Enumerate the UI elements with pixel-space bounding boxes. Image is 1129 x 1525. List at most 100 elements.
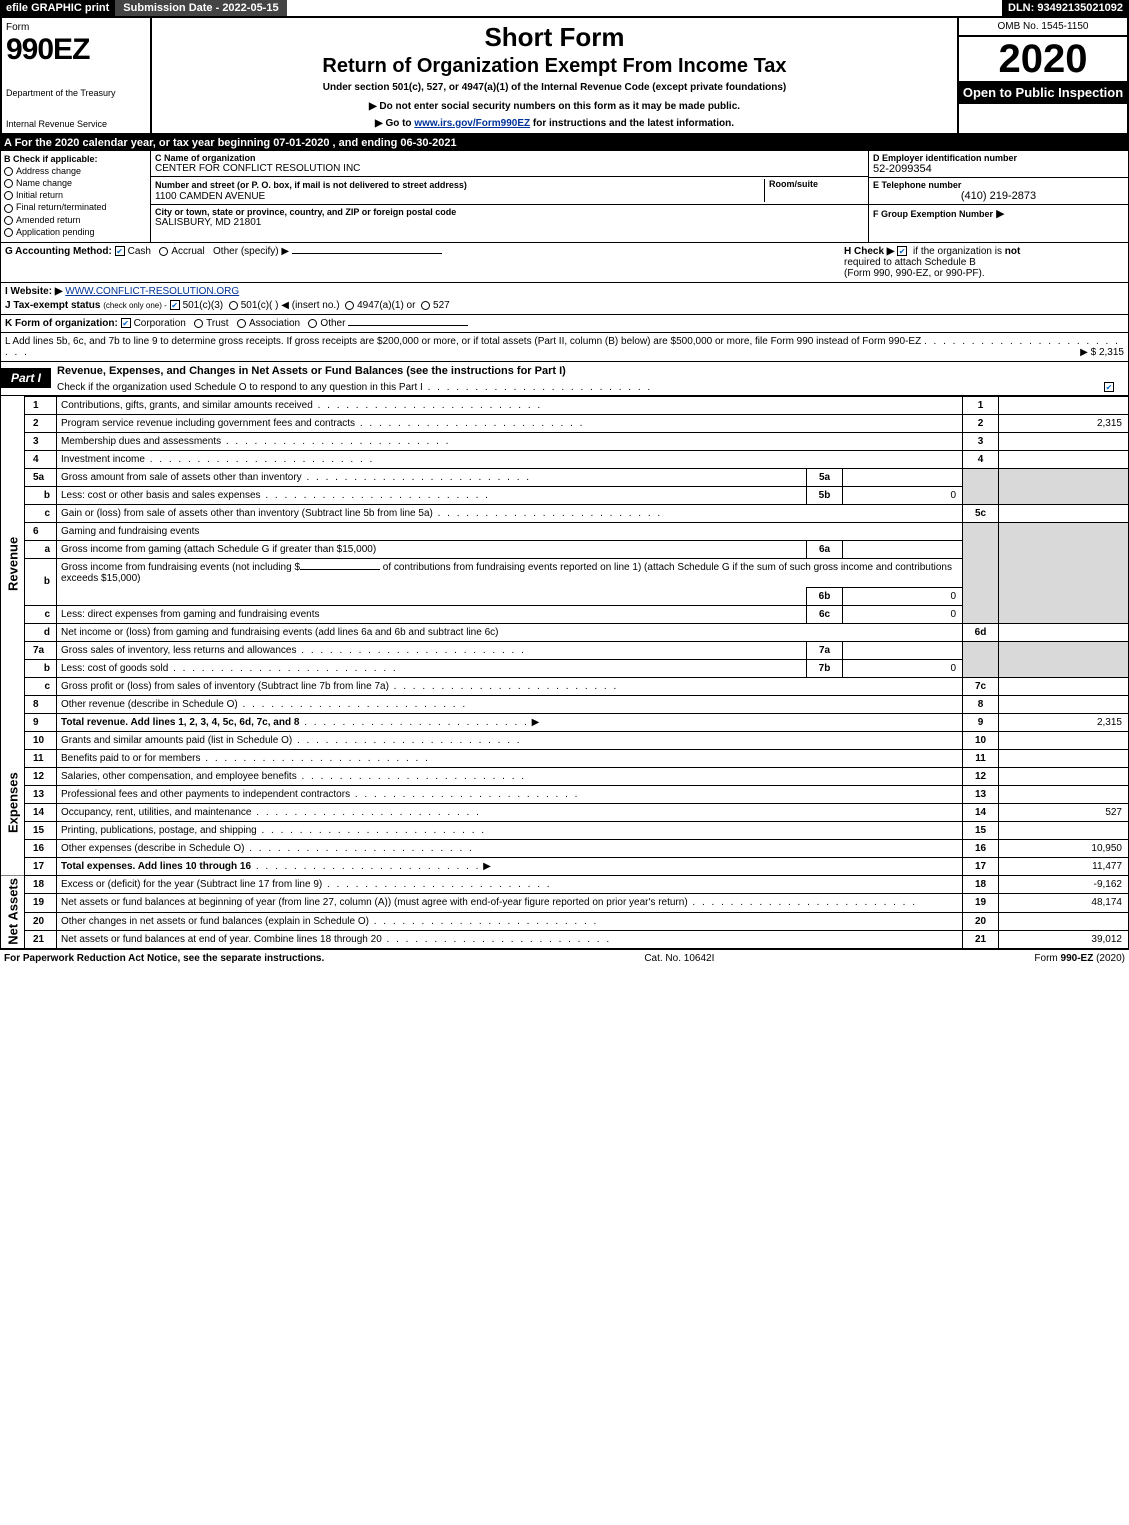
line-5a-desc: Gross amount from sale of assets other t…	[57, 468, 807, 486]
chk-association[interactable]	[237, 319, 246, 328]
line-6-shade	[963, 522, 999, 623]
street-label: Number and street (or P. O. box, if mail…	[155, 180, 467, 190]
line-6b-desc2	[57, 587, 807, 605]
line-7b-desc: Less: cost of goods sold	[57, 659, 807, 677]
line-6c-inner-num: 6c	[807, 605, 843, 623]
line-10-amt	[999, 731, 1129, 749]
chk-schedule-o[interactable]	[1104, 382, 1114, 392]
goto-link[interactable]: www.irs.gov/Form990EZ	[414, 118, 530, 129]
line-6c-desc: Less: direct expenses from gaming and fu…	[57, 605, 807, 623]
chk-final-return[interactable]: Final return/terminated	[4, 202, 147, 212]
line-10-desc: Grants and similar amounts paid (list in…	[57, 731, 963, 749]
room-label: Room/suite	[769, 179, 864, 189]
chk-4947[interactable]	[345, 301, 354, 310]
chk-initial-return[interactable]: Initial return	[4, 190, 147, 200]
line-3-amt	[999, 432, 1129, 450]
line-13-box: 13	[963, 785, 999, 803]
chk-application-pending[interactable]: Application pending	[4, 227, 147, 237]
return-title: Return of Organization Exempt From Incom…	[160, 55, 949, 78]
box-def: D Employer identification number 52-2099…	[868, 151, 1128, 242]
page-footer: For Paperwork Reduction Act Notice, see …	[0, 949, 1129, 967]
line-5a-inner-amt	[843, 468, 963, 486]
box-h-label: H Check ▶	[844, 246, 894, 257]
line-4-box: 4	[963, 450, 999, 468]
line-7b-inner-num: 7b	[807, 659, 843, 677]
lines-table: Revenue 1 Contributions, gifts, grants, …	[0, 396, 1129, 950]
goto-pre: ▶ Go to	[375, 118, 414, 129]
phone-value: (410) 219-2873	[873, 190, 1124, 202]
line-19-desc: Net assets or fund balances at beginning…	[57, 894, 963, 912]
box-g: G Accounting Method: Cash Accrual Other …	[5, 246, 844, 279]
line-12-desc: Salaries, other compensation, and employ…	[57, 767, 963, 785]
efile-label: efile GRAPHIC print	[0, 0, 115, 16]
line-15-num: 15	[25, 821, 57, 839]
ij-block: I Website: ▶ WWW.CONFLICT-RESOLUTION.ORG…	[0, 283, 1129, 315]
line-13-desc: Professional fees and other payments to …	[57, 785, 963, 803]
line-7-shade-amt	[999, 641, 1129, 677]
line-8-box: 8	[963, 695, 999, 713]
box-c: C Name of organization CENTER FOR CONFLI…	[151, 151, 868, 242]
line-6-num: 6	[25, 522, 57, 540]
website-link[interactable]: WWW.CONFLICT-RESOLUTION.ORG	[65, 286, 239, 297]
line-7a-desc: Gross sales of inventory, less returns a…	[57, 641, 807, 659]
chk-cash[interactable]	[115, 246, 125, 256]
line-10-box: 10	[963, 731, 999, 749]
other-specify-line[interactable]	[292, 253, 442, 254]
line-5b-inner-amt: 0	[843, 486, 963, 504]
box-l: L Add lines 5b, 6c, and 7b to line 9 to …	[0, 333, 1129, 362]
part-1-tab: Part I	[1, 368, 51, 388]
line-3-num: 3	[25, 432, 57, 450]
line-5b-desc: Less: cost or other basis and sales expe…	[57, 486, 807, 504]
line-6b-blank[interactable]	[300, 569, 380, 570]
line-7c-amt	[999, 677, 1129, 695]
line-8-num: 8	[25, 695, 57, 713]
box-h-text2: required to attach Schedule B	[844, 257, 976, 268]
part-1-bar: Part I Revenue, Expenses, and Changes in…	[0, 362, 1129, 396]
line-5c-desc: Gain or (loss) from sale of assets other…	[57, 504, 963, 522]
line-6b-num: b	[25, 558, 57, 605]
line-5a-inner-num: 5a	[807, 468, 843, 486]
line-19-num: 19	[25, 894, 57, 912]
kl-block: K Form of organization: Corporation Trus…	[0, 315, 1129, 333]
line-21-num: 21	[25, 931, 57, 949]
line-17-num: 17	[25, 857, 57, 875]
chk-name-change[interactable]: Name change	[4, 178, 147, 188]
line-4-desc: Investment income	[57, 450, 963, 468]
line-16-num: 16	[25, 839, 57, 857]
chk-other-org[interactable]	[308, 319, 317, 328]
other-org-line[interactable]	[348, 325, 468, 326]
chk-amended-return[interactable]: Amended return	[4, 215, 147, 225]
info-block: B Check if applicable: Address change Na…	[0, 151, 1129, 243]
form-header: Form 990EZ Department of the Treasury In…	[0, 16, 1129, 135]
chk-accrual[interactable]	[159, 247, 168, 256]
tax-exempt-label: J Tax-exempt status	[5, 300, 100, 311]
box-h-not: not	[1005, 246, 1021, 257]
line-5a-num: 5a	[25, 468, 57, 486]
line-6-shade-amt	[999, 522, 1129, 623]
chk-527[interactable]	[421, 301, 430, 310]
form-word: Form	[6, 22, 146, 33]
irs-label: Internal Revenue Service	[6, 119, 146, 129]
line-17-amt: 11,477	[999, 857, 1129, 875]
line-8-desc: Other revenue (describe in Schedule O)	[57, 695, 963, 713]
tax-year: 2020	[959, 37, 1127, 81]
chk-trust[interactable]	[194, 319, 203, 328]
line-11-num: 11	[25, 749, 57, 767]
open-to-public: Open to Public Inspection	[959, 81, 1127, 104]
line-14-amt: 527	[999, 803, 1129, 821]
chk-address-change[interactable]: Address change	[4, 166, 147, 176]
chk-schedule-b[interactable]	[897, 246, 907, 256]
chk-501c[interactable]	[229, 301, 238, 310]
line-6c-num: c	[25, 605, 57, 623]
line-2-box: 2	[963, 414, 999, 432]
chk-501c3[interactable]	[170, 300, 180, 310]
line-7a-inner-num: 7a	[807, 641, 843, 659]
line-7b-num: b	[25, 659, 57, 677]
line-4-amt	[999, 450, 1129, 468]
chk-corporation[interactable]	[121, 318, 131, 328]
line-5c-box: 5c	[963, 504, 999, 522]
line-5b-num: b	[25, 486, 57, 504]
form-header-left: Form 990EZ Department of the Treasury In…	[2, 18, 152, 133]
footer-right: Form 990-EZ (2020)	[1034, 953, 1125, 964]
form-header-mid: Short Form Return of Organization Exempt…	[152, 18, 957, 133]
